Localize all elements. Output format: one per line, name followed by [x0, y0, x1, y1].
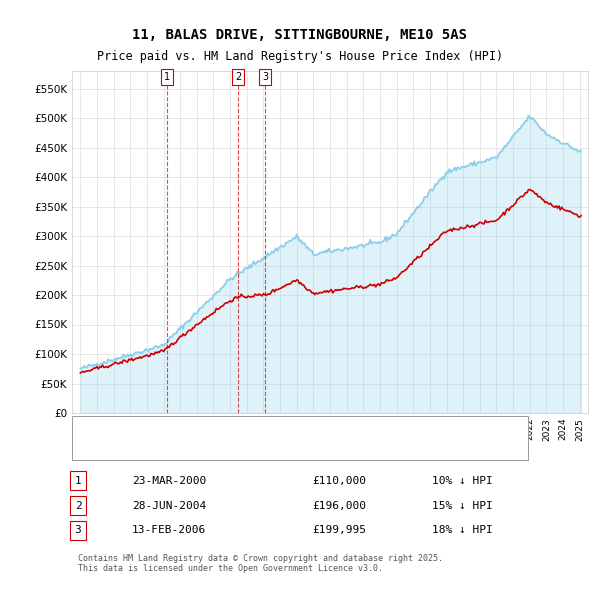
- Text: 10% ↓ HPI: 10% ↓ HPI: [432, 476, 493, 486]
- Text: Contains HM Land Registry data © Crown copyright and database right 2025.
This d: Contains HM Land Registry data © Crown c…: [78, 554, 443, 573]
- Text: £199,995: £199,995: [312, 526, 366, 535]
- Text: ——: ——: [84, 424, 109, 437]
- Text: 2: 2: [74, 501, 82, 510]
- Text: 3: 3: [262, 72, 268, 81]
- Text: 11, BALAS DRIVE, SITTINGBOURNE, ME10 5AS: 11, BALAS DRIVE, SITTINGBOURNE, ME10 5AS: [133, 28, 467, 42]
- Text: 2: 2: [235, 72, 241, 81]
- Text: Price paid vs. HM Land Registry's House Price Index (HPI): Price paid vs. HM Land Registry's House …: [97, 50, 503, 63]
- Text: 18% ↓ HPI: 18% ↓ HPI: [432, 526, 493, 535]
- Text: ——: ——: [84, 442, 109, 455]
- Text: 3: 3: [74, 526, 82, 535]
- Text: £110,000: £110,000: [312, 476, 366, 486]
- Text: £196,000: £196,000: [312, 501, 366, 510]
- Text: 15% ↓ HPI: 15% ↓ HPI: [432, 501, 493, 510]
- Text: 1: 1: [74, 476, 82, 486]
- Text: 28-JUN-2004: 28-JUN-2004: [132, 501, 206, 510]
- Text: 13-FEB-2006: 13-FEB-2006: [132, 526, 206, 535]
- Text: 11, BALAS DRIVE, SITTINGBOURNE, ME10 5AS (detached house): 11, BALAS DRIVE, SITTINGBOURNE, ME10 5AS…: [111, 426, 446, 435]
- Text: HPI: Average price, detached house, Swale: HPI: Average price, detached house, Swal…: [111, 444, 352, 453]
- Text: 23-MAR-2000: 23-MAR-2000: [132, 476, 206, 486]
- Text: 1: 1: [164, 72, 170, 81]
